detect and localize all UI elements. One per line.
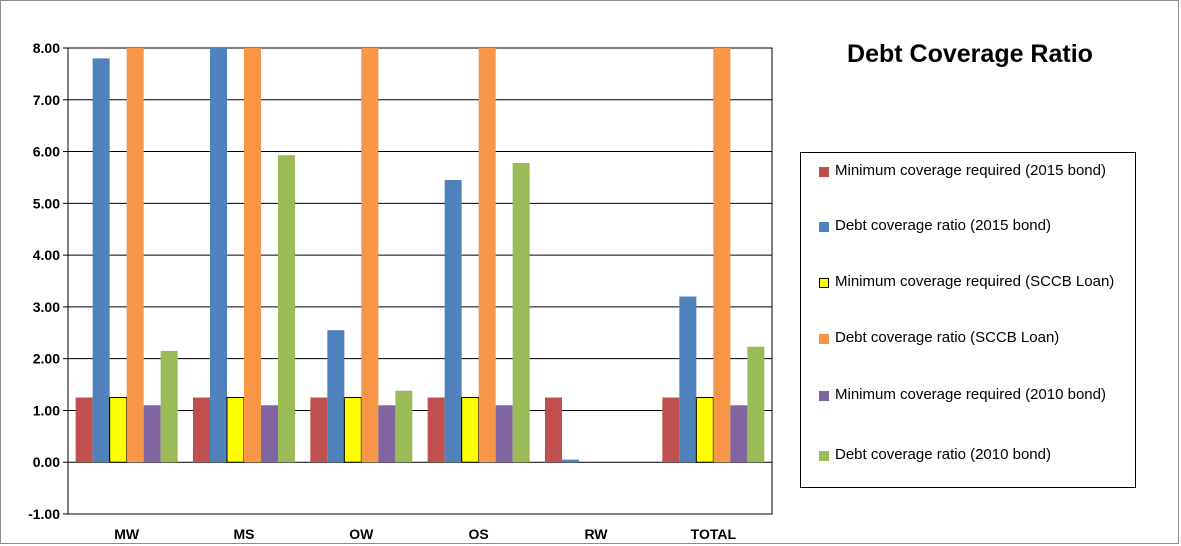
legend-label: Debt coverage ratio (SCCB Loan) — [835, 329, 1060, 346]
legend-item-min-2010: Minimum coverage required (2010 bond) — [819, 385, 1119, 405]
legend-label: Debt coverage ratio (2010 bond) — [835, 446, 1051, 463]
legend-swatch-dcr-2010 — [819, 451, 829, 461]
bar — [244, 48, 261, 463]
y-tick-label: 6.00 — [33, 144, 60, 160]
legend-swatch-min-sccb — [819, 278, 829, 288]
y-tick-label: 7.00 — [33, 92, 60, 108]
x-tick-label: MS — [234, 526, 255, 542]
legend: Minimum coverage required (2015 bond) De… — [800, 152, 1136, 488]
legend-item-min-sccb: Minimum coverage required (SCCB Loan) — [819, 272, 1119, 292]
x-tick-label: RW — [584, 526, 608, 542]
bar — [75, 397, 93, 463]
bar — [343, 397, 362, 463]
bar — [478, 48, 496, 463]
x-tick-label: OW — [349, 526, 374, 542]
legend-item-dcr-2015: Debt coverage ratio (2015 bond) — [819, 216, 1119, 236]
bar — [109, 397, 128, 463]
legend-item-dcr-sccb: Debt coverage ratio (SCCB Loan) — [819, 328, 1119, 348]
bar — [193, 397, 210, 463]
bar — [126, 48, 144, 463]
bar — [427, 397, 445, 463]
bar — [226, 397, 245, 463]
bar — [327, 330, 345, 463]
y-tick-label: 0.00 — [33, 454, 60, 470]
bar — [310, 397, 328, 463]
bar — [562, 459, 579, 463]
bar — [747, 346, 765, 463]
y-tick-label: 3.00 — [33, 299, 60, 315]
bar — [261, 405, 278, 463]
bar — [695, 397, 714, 463]
bar — [160, 350, 178, 463]
bar — [662, 397, 680, 463]
bar — [143, 405, 161, 463]
bar — [545, 397, 562, 463]
x-tick-label: OS — [469, 526, 489, 542]
legend-item-min-2015: Minimum coverage required (2015 bond) — [819, 161, 1119, 181]
legend-label: Minimum coverage required (SCCB Loan) — [835, 273, 1115, 290]
legend-item-dcr-2010: Debt coverage ratio (2010 bond) — [819, 445, 1119, 465]
x-tick-label: MW — [114, 526, 140, 542]
bar — [378, 405, 396, 463]
legend-swatch-dcr-sccb — [819, 334, 829, 344]
legend-label: Debt coverage ratio (2015 bond) — [835, 217, 1051, 234]
bar — [679, 296, 697, 463]
legend-label: Minimum coverage required (2010 bond) — [835, 386, 1106, 403]
y-tick-label: 4.00 — [33, 247, 60, 263]
bar — [461, 397, 480, 463]
bar — [278, 155, 295, 463]
bar — [444, 180, 462, 463]
x-tick-label: TOTAL — [691, 526, 737, 542]
legend-swatch-dcr-2015 — [819, 222, 829, 232]
y-tick-label: 1.00 — [33, 402, 60, 418]
bar — [730, 405, 748, 463]
bar — [92, 58, 110, 463]
y-tick-label: 5.00 — [33, 195, 60, 211]
y-tick-label: 8.00 — [33, 40, 60, 56]
bar — [713, 48, 731, 463]
bar — [361, 48, 379, 463]
bar — [512, 162, 530, 463]
y-tick-label: -1.00 — [28, 506, 60, 522]
bar — [495, 405, 513, 463]
legend-swatch-min-2015 — [819, 167, 829, 177]
bar — [210, 48, 227, 463]
y-tick-label: 2.00 — [33, 351, 60, 367]
legend-swatch-min-2010 — [819, 391, 829, 401]
legend-label: Minimum coverage required (2015 bond) — [835, 162, 1106, 179]
bar — [395, 390, 413, 463]
chart-title: Debt Coverage Ratio — [847, 40, 1093, 68]
